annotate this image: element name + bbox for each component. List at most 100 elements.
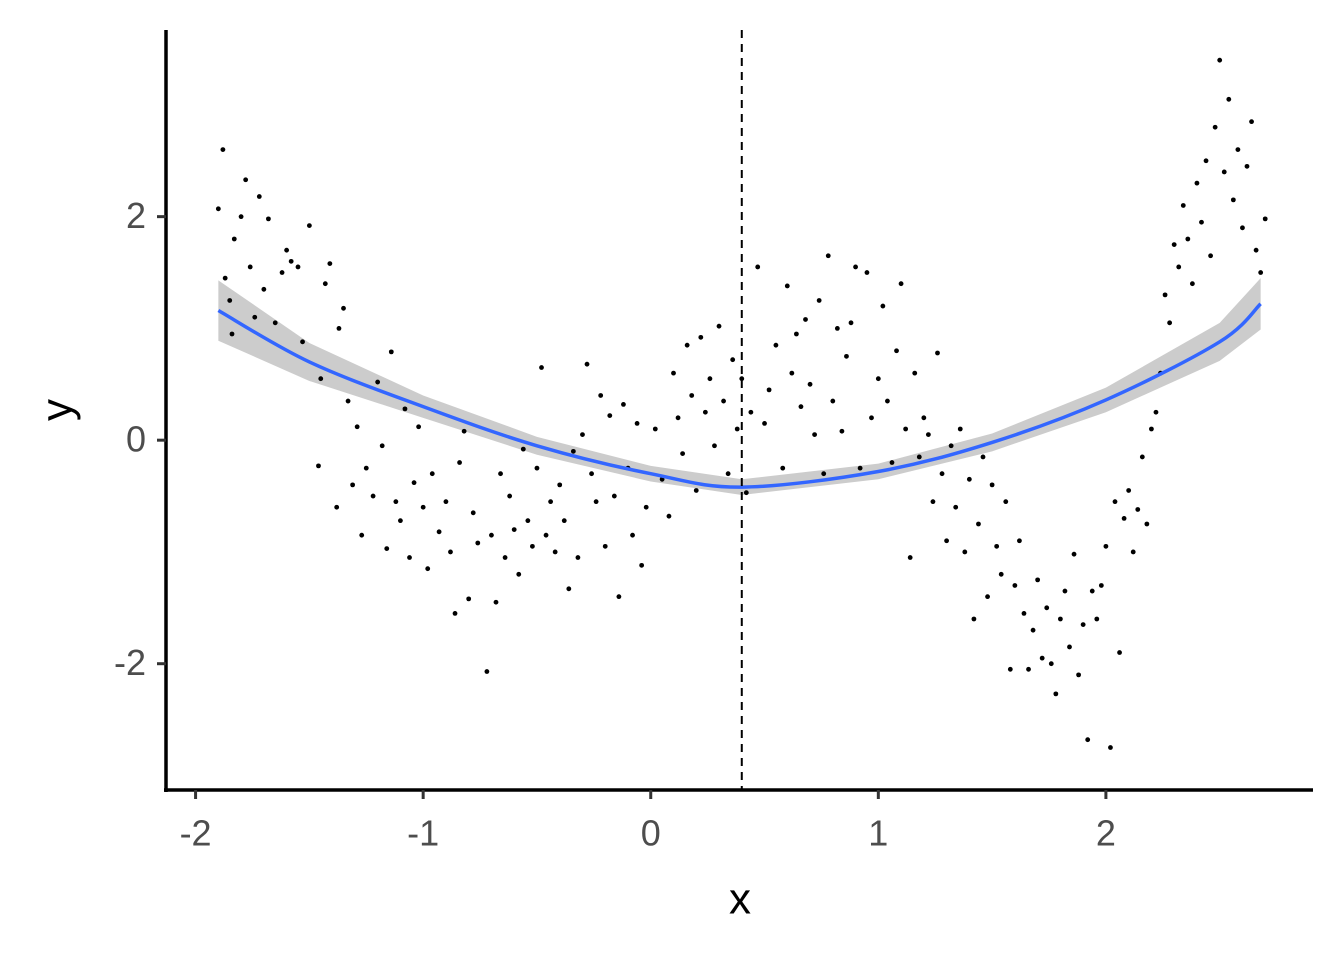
data-point xyxy=(220,147,226,152)
data-point xyxy=(388,349,394,355)
data-point xyxy=(370,493,376,499)
data-point xyxy=(680,451,686,456)
data-point xyxy=(222,275,228,281)
data-point xyxy=(830,398,836,404)
data-point xyxy=(552,549,558,555)
data-point xyxy=(935,350,940,356)
data-point xyxy=(1112,499,1118,505)
data-point xyxy=(530,543,535,549)
data-point xyxy=(602,543,608,549)
data-point xyxy=(1035,577,1041,583)
data-point xyxy=(1244,163,1250,169)
x-tick-label: -2 xyxy=(180,813,212,854)
data-point xyxy=(354,424,360,430)
data-point xyxy=(593,499,599,505)
data-point xyxy=(1057,616,1063,622)
data-point xyxy=(798,404,804,410)
data-point xyxy=(1135,507,1141,512)
data-point xyxy=(1030,627,1036,633)
data-point xyxy=(1012,583,1018,588)
data-point xyxy=(1153,409,1159,415)
data-point xyxy=(1039,655,1045,661)
data-point xyxy=(1098,583,1104,588)
data-point xyxy=(393,499,399,505)
data-point xyxy=(739,376,745,382)
data-point xyxy=(880,303,886,309)
data-point xyxy=(803,317,808,322)
data-point xyxy=(948,443,954,449)
x-tick-label: 2 xyxy=(1096,813,1116,854)
data-point xyxy=(621,402,626,407)
data-point xyxy=(1126,488,1132,493)
data-point xyxy=(322,281,328,287)
data-point xyxy=(766,387,772,393)
data-point xyxy=(1226,96,1232,102)
confidence-band xyxy=(218,278,1261,495)
data-point xyxy=(520,446,526,452)
data-point xyxy=(1044,605,1050,611)
data-point xyxy=(869,415,874,421)
data-point xyxy=(1185,236,1191,242)
data-point xyxy=(484,669,490,674)
data-point xyxy=(1080,622,1086,627)
y-axis-title: y xyxy=(33,399,82,421)
data-point xyxy=(1094,616,1100,622)
fit-line xyxy=(217,302,1262,489)
x-tick-label: 1 xyxy=(868,813,888,854)
data-point xyxy=(279,270,285,275)
data-point xyxy=(671,370,676,376)
data-point xyxy=(1217,57,1223,63)
data-point xyxy=(721,398,726,404)
data-point xyxy=(1149,426,1154,432)
data-point xyxy=(295,264,301,270)
data-point xyxy=(716,323,722,329)
data-point xyxy=(398,518,403,524)
data-point xyxy=(816,298,822,303)
data-point xyxy=(436,529,442,535)
data-point xyxy=(789,370,795,376)
data-point xyxy=(1089,588,1095,594)
data-point xyxy=(227,298,233,303)
data-point xyxy=(1017,538,1022,544)
data-point xyxy=(666,513,672,519)
data-point xyxy=(252,314,258,320)
data-point xyxy=(1117,650,1122,655)
data-point xyxy=(1062,588,1068,594)
data-point xyxy=(229,331,235,337)
data-point xyxy=(730,357,736,363)
data-point xyxy=(498,471,503,477)
data-point xyxy=(748,409,754,415)
data-point xyxy=(516,571,522,577)
data-point xyxy=(807,381,813,387)
data-point xyxy=(402,406,408,412)
data-point xyxy=(707,376,713,382)
data-point xyxy=(712,443,717,449)
data-point xyxy=(411,480,417,486)
data-point xyxy=(962,549,968,555)
data-point xyxy=(215,206,221,212)
data-point xyxy=(912,370,918,376)
data-point xyxy=(857,465,863,471)
data-point xyxy=(689,393,695,398)
data-point xyxy=(953,504,959,510)
data-point xyxy=(698,334,704,340)
data-point xyxy=(875,376,881,382)
data-point xyxy=(780,465,786,471)
data-point xyxy=(834,326,840,331)
data-point xyxy=(363,465,369,471)
data-point xyxy=(925,432,931,437)
data-point xyxy=(1249,119,1254,125)
data-point xyxy=(1130,549,1136,555)
y-tick-label: 0 xyxy=(126,419,146,460)
data-point xyxy=(452,611,458,616)
data-point xyxy=(1067,644,1072,650)
data-point xyxy=(539,365,544,370)
data-point xyxy=(784,283,790,289)
data-point xyxy=(1021,611,1027,616)
data-point xyxy=(944,538,949,544)
data-point xyxy=(1071,551,1077,557)
data-point xyxy=(493,599,499,605)
data-point xyxy=(327,261,333,266)
